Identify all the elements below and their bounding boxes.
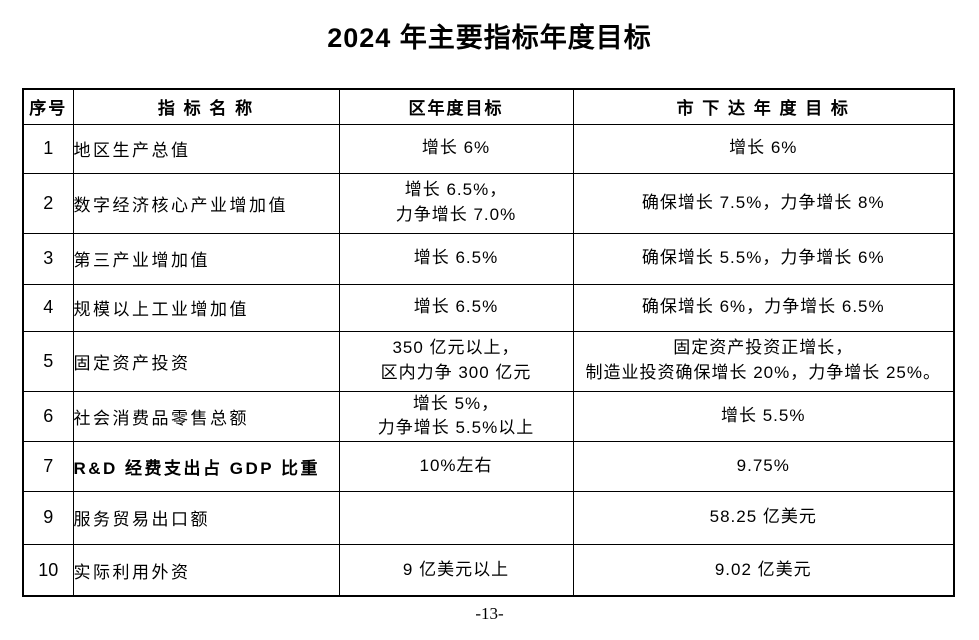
indicator-name: 数字经济核心产业增加值 — [72, 172, 340, 234]
district-target: 350 亿元以上， 区内力争 300 亿元 — [338, 330, 574, 392]
indicator-name: 第三产业增加值 — [72, 232, 340, 285]
row-number: 1 — [22, 123, 74, 174]
table-row: 10 实际利用外资 9 亿美元以上 9.02 亿美元 — [22, 543, 955, 597]
city-target: 9.75% — [572, 440, 955, 492]
col-header-serial: 序号 — [22, 88, 74, 125]
table-row: 2 数字经济核心产业增加值 增长 6.5%， 力争增长 7.0% 确保增长 7.… — [22, 172, 955, 234]
city-target: 确保增长 6%，力争增长 6.5% — [572, 283, 955, 332]
row-number: 7 — [22, 440, 74, 492]
indicator-name: 规模以上工业增加值 — [72, 283, 340, 332]
district-target: 增长 6% — [338, 123, 574, 174]
indicator-name: 社会消费品零售总额 — [72, 390, 340, 442]
district-target: 增长 6.5%， 力争增长 7.0% — [338, 172, 574, 234]
indicator-name: 实际利用外资 — [72, 543, 340, 597]
table-row: 9 服务贸易出口额 58.25 亿美元 — [22, 490, 955, 545]
district-target: 增长 6.5% — [338, 283, 574, 332]
district-target: 9 亿美元以上 — [338, 543, 574, 597]
table-row: 1 地区生产总值 增长 6% 增长 6% — [22, 123, 955, 174]
row-number: 5 — [22, 330, 74, 392]
city-target: 固定资产投资正增长， 制造业投资确保增长 20%，力争增长 25%。 — [572, 330, 955, 392]
city-target: 增长 5.5% — [572, 390, 955, 442]
district-target: 10%左右 — [338, 440, 574, 492]
table-header-row: 序号 指 标 名 称 区年度目标 市 下 达 年 度 目 标 — [22, 88, 955, 125]
row-number: 3 — [22, 232, 74, 285]
indicator-name: 地区生产总值 — [72, 123, 340, 174]
city-target: 确保增长 5.5%，力争增长 6% — [572, 232, 955, 285]
col-header-district-target: 区年度目标 — [338, 88, 574, 125]
row-number: 9 — [22, 490, 74, 545]
page-number: -13- — [475, 604, 504, 623]
city-target: 9.02 亿美元 — [572, 543, 955, 597]
indicator-name: 服务贸易出口额 — [72, 490, 340, 545]
row-number: 2 — [22, 172, 74, 234]
row-number: 6 — [22, 390, 74, 442]
row-number: 10 — [22, 543, 74, 597]
row-number: 4 — [22, 283, 74, 332]
city-target: 增长 6% — [572, 123, 955, 174]
district-target: 增长 5%， 力争增长 5.5%以上 — [338, 390, 574, 442]
district-target — [338, 490, 574, 545]
table-row: 7 R&D 经费支出占 GDP 比重 10%左右 9.75% — [22, 440, 955, 492]
district-target: 增长 6.5% — [338, 232, 574, 285]
page-title: 2024 年主要指标年度目标 — [327, 23, 652, 53]
indicator-name: R&D 经费支出占 GDP 比重 — [72, 440, 340, 492]
city-target: 58.25 亿美元 — [572, 490, 955, 545]
col-header-indicator: 指 标 名 称 — [72, 88, 340, 125]
indicator-name: 固定资产投资 — [72, 330, 340, 392]
targets-table: 序号 指 标 名 称 区年度目标 市 下 达 年 度 目 标 1 地区生产总值 … — [22, 88, 955, 598]
table-row: 5 固定资产投资 350 亿元以上， 区内力争 300 亿元 固定资产投资正增长… — [22, 330, 955, 392]
table-row: 4 规模以上工业增加值 增长 6.5% 确保增长 6%，力争增长 6.5% — [22, 283, 955, 332]
col-header-city-target: 市 下 达 年 度 目 标 — [572, 88, 955, 125]
table-row: 6 社会消费品零售总额 增长 5%， 力争增长 5.5%以上 增长 5.5% — [22, 390, 955, 442]
table-row: 3 第三产业增加值 增长 6.5% 确保增长 5.5%，力争增长 6% — [22, 232, 955, 285]
city-target: 确保增长 7.5%，力争增长 8% — [572, 172, 955, 234]
